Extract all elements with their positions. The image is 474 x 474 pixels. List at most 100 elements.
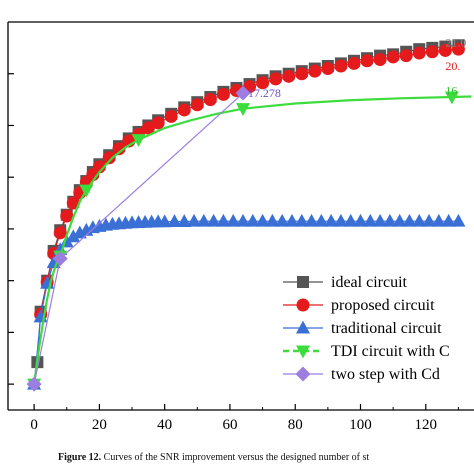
legend-item-4: TDI circuit with C (283, 343, 450, 360)
series-4-point (79, 184, 94, 198)
plot-area (26, 39, 472, 392)
series-2-point (112, 142, 126, 156)
legend-label: two step with Cd (331, 366, 440, 383)
series-3-point (431, 213, 446, 227)
series-3-point (304, 213, 319, 227)
series-2-point (412, 46, 426, 60)
series-3-point (236, 213, 250, 227)
series-3-point (353, 213, 368, 227)
series-5-point (235, 85, 251, 101)
series-3-point (314, 213, 329, 227)
series-2-point (347, 56, 361, 70)
series-2-point (282, 69, 296, 83)
series-3-point (275, 213, 290, 227)
legend-swatch-marker (296, 298, 310, 312)
series-3-point (382, 213, 397, 227)
series-3-point (441, 213, 456, 227)
series-3-point (157, 214, 172, 228)
legend: ideal circuit proposed circuit traditional… (283, 274, 450, 383)
series-3-point (265, 213, 280, 227)
figure-caption: Figure 12. Curves of the SNR improvement… (58, 452, 474, 463)
series-5-point (52, 251, 68, 267)
annotation-label: 16 (445, 84, 457, 98)
series-3-point (167, 214, 182, 227)
legend-swatch-marker (297, 276, 309, 288)
series-3-point (216, 213, 231, 227)
caption-text: Curves of the SNR improvement versus the… (103, 452, 370, 463)
legend-item-3: traditional circuit (283, 320, 442, 337)
snr-chart: 21.0 20. 17.278 16 0 20 40 60 80 100 120 ideal ci… (7, 21, 474, 433)
series-3-point (324, 213, 339, 227)
legend-swatch-marker (295, 366, 311, 382)
series-2-point (102, 151, 116, 165)
series-2-point (66, 196, 80, 210)
x-tick-label: 0 (30, 417, 38, 433)
series-2-point (321, 62, 335, 76)
series-2-point (203, 93, 217, 107)
series-3-point (373, 213, 388, 227)
series-2-point (177, 103, 191, 117)
legend-label: proposed circuit (331, 297, 435, 314)
series-5-point (26, 376, 42, 392)
legend-item-2: proposed circuit (283, 297, 435, 314)
series-2-point (399, 49, 413, 63)
x-tick-label: 100 (349, 417, 372, 433)
series-2-point (438, 43, 452, 57)
series-3-point (245, 213, 260, 227)
series-2-point (151, 116, 165, 130)
series-3-point (284, 213, 299, 227)
series-2-point (60, 209, 74, 223)
series-2-point (360, 54, 374, 68)
series-2-point (451, 42, 465, 56)
x-tick-label: 20 (92, 417, 107, 433)
series-2-point (190, 98, 204, 112)
legend-swatch-marker (296, 320, 310, 334)
axes: 0 20 40 60 80 100 120 (7, 21, 474, 433)
x-tick-label: 60 (222, 417, 237, 433)
series-3-point (402, 213, 417, 227)
series-2-point (269, 72, 283, 86)
series-4-point (131, 134, 146, 148)
x-tick-label: 120 (415, 417, 438, 433)
series-3-point (343, 213, 358, 227)
series-5 (26, 85, 251, 392)
series-3-point (206, 213, 221, 227)
x-tick-label: 40 (157, 417, 172, 433)
series-3-point (177, 214, 192, 227)
series-4-point (444, 91, 459, 105)
legend-swatch-marker (296, 345, 310, 359)
series-2-point (386, 50, 400, 64)
legend-item-1: ideal circuit (283, 274, 408, 291)
series-2-point (216, 87, 230, 101)
series-3-point (333, 213, 348, 227)
series-3 (27, 213, 466, 390)
series-2-point (141, 121, 155, 135)
series-3-point (66, 229, 81, 243)
series-3-point (422, 213, 437, 227)
annotation-label: 21.0 (445, 36, 466, 50)
series-3-point (363, 213, 378, 227)
caption-label: Figure 12. (58, 452, 102, 463)
series-2-point (425, 45, 439, 59)
series-4 (27, 91, 472, 392)
series-3-point (255, 213, 270, 227)
annotations: 21.0 20. 17.278 16 (248, 36, 466, 100)
series-2-point (53, 226, 67, 240)
series-2-point (164, 109, 178, 123)
series-3-point (226, 213, 241, 227)
series-3-point (392, 213, 407, 227)
legend-label: TDI circuit with C (331, 343, 450, 360)
series-3-point (187, 213, 202, 227)
series-2-point (256, 76, 270, 90)
x-tick-label: 80 (288, 417, 303, 433)
series-2-point (373, 53, 387, 67)
series-3-point (451, 213, 466, 227)
legend-label: traditional circuit (331, 320, 442, 337)
legend-item-5: two step with Cd (283, 366, 440, 383)
series-2-point (334, 59, 348, 73)
series-2 (34, 42, 465, 321)
series-4-line (33, 95, 472, 385)
series-3-point (294, 213, 309, 227)
annotation-label: 17.278 (248, 86, 281, 100)
series-2-point (295, 67, 309, 81)
